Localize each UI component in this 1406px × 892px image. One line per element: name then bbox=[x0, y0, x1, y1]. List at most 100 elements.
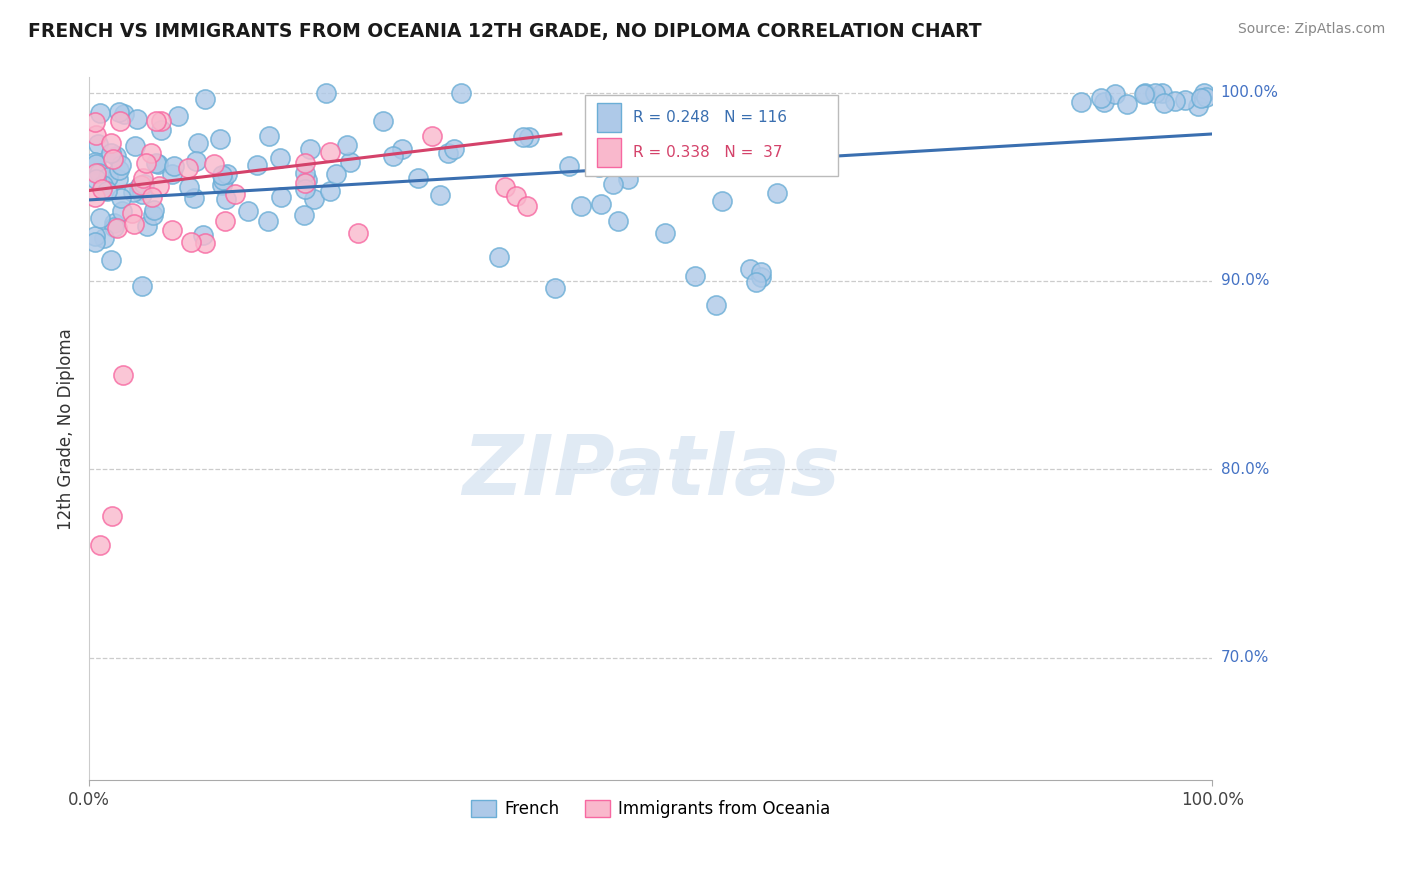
Point bbox=[212, 173, 235, 187]
Point bbox=[160, 167, 183, 181]
Point bbox=[211, 178, 233, 192]
Point bbox=[146, 156, 169, 170]
Point bbox=[437, 146, 460, 161]
Point bbox=[131, 279, 153, 293]
Point bbox=[194, 92, 217, 106]
Point bbox=[84, 128, 107, 143]
Point bbox=[214, 192, 236, 206]
Point bbox=[246, 158, 269, 172]
Point bbox=[107, 105, 129, 120]
FancyBboxPatch shape bbox=[596, 138, 621, 168]
Point bbox=[1144, 86, 1167, 100]
Point bbox=[744, 275, 766, 289]
Point bbox=[294, 209, 316, 223]
Point bbox=[740, 261, 762, 276]
Point bbox=[1090, 91, 1112, 105]
Text: 100.0%: 100.0% bbox=[1220, 85, 1278, 100]
Point bbox=[100, 252, 122, 267]
Point bbox=[142, 202, 165, 217]
Point bbox=[84, 171, 107, 186]
Point bbox=[516, 198, 538, 212]
Point bbox=[97, 170, 120, 185]
Point bbox=[110, 203, 132, 218]
Point bbox=[325, 168, 347, 182]
Point bbox=[294, 166, 316, 180]
Point bbox=[588, 160, 610, 174]
Point bbox=[107, 171, 129, 186]
Point bbox=[339, 155, 361, 169]
Point bbox=[257, 214, 280, 228]
Point bbox=[710, 194, 733, 208]
Text: R = 0.338   N =  37: R = 0.338 N = 37 bbox=[633, 145, 782, 161]
Point bbox=[517, 129, 540, 144]
Point bbox=[450, 86, 472, 100]
Text: ZIPatlas: ZIPatlas bbox=[461, 431, 839, 511]
Point bbox=[209, 132, 232, 146]
Point bbox=[214, 214, 236, 228]
Point bbox=[145, 113, 167, 128]
Point bbox=[187, 136, 209, 151]
Point bbox=[294, 176, 316, 190]
Point bbox=[186, 153, 208, 168]
Point bbox=[1133, 87, 1156, 102]
Point bbox=[544, 281, 567, 295]
Point bbox=[505, 189, 527, 203]
Point bbox=[83, 190, 105, 204]
Point bbox=[1153, 96, 1175, 111]
Point bbox=[589, 197, 612, 211]
Point bbox=[607, 214, 630, 228]
Point bbox=[100, 146, 122, 161]
Point bbox=[765, 186, 787, 200]
Point bbox=[512, 130, 534, 145]
Point bbox=[91, 178, 114, 193]
Point bbox=[294, 182, 316, 196]
Point bbox=[1092, 95, 1115, 109]
Point bbox=[494, 179, 516, 194]
Point bbox=[347, 226, 370, 240]
Point bbox=[217, 167, 239, 181]
Point bbox=[129, 178, 152, 193]
Point bbox=[318, 145, 340, 160]
Point bbox=[294, 155, 316, 169]
Point bbox=[131, 186, 153, 201]
Point bbox=[319, 184, 342, 198]
Point bbox=[124, 139, 146, 153]
Point bbox=[108, 163, 131, 178]
Point bbox=[128, 183, 150, 197]
Point bbox=[1133, 86, 1156, 100]
Point bbox=[83, 235, 105, 249]
Point bbox=[103, 219, 125, 234]
Point bbox=[269, 151, 291, 165]
Point bbox=[127, 112, 149, 127]
Point bbox=[443, 142, 465, 156]
Point bbox=[1164, 94, 1187, 108]
Point bbox=[298, 142, 321, 156]
Point bbox=[105, 149, 128, 163]
Point bbox=[617, 172, 640, 186]
Point bbox=[112, 106, 135, 120]
Point bbox=[1104, 87, 1126, 102]
Point bbox=[488, 250, 510, 264]
Point bbox=[180, 235, 202, 249]
Point bbox=[89, 106, 111, 120]
Point bbox=[1192, 87, 1215, 101]
Point bbox=[270, 190, 292, 204]
Point bbox=[83, 155, 105, 169]
Text: FRENCH VS IMMIGRANTS FROM OCEANIA 12TH GRADE, NO DIPLOMA CORRELATION CHART: FRENCH VS IMMIGRANTS FROM OCEANIA 12TH G… bbox=[28, 22, 981, 41]
FancyBboxPatch shape bbox=[585, 95, 838, 176]
Point bbox=[111, 368, 134, 383]
Point bbox=[193, 236, 215, 251]
Point bbox=[87, 136, 110, 151]
Point bbox=[93, 231, 115, 245]
Point bbox=[224, 187, 246, 202]
Point bbox=[371, 114, 394, 128]
Text: Source: ZipAtlas.com: Source: ZipAtlas.com bbox=[1237, 22, 1385, 37]
Point bbox=[83, 229, 105, 244]
Point bbox=[103, 216, 125, 230]
Point bbox=[110, 158, 132, 172]
Point bbox=[96, 184, 118, 198]
Point bbox=[110, 191, 132, 205]
Point bbox=[382, 149, 405, 163]
Point bbox=[84, 166, 107, 180]
Point bbox=[654, 227, 676, 241]
